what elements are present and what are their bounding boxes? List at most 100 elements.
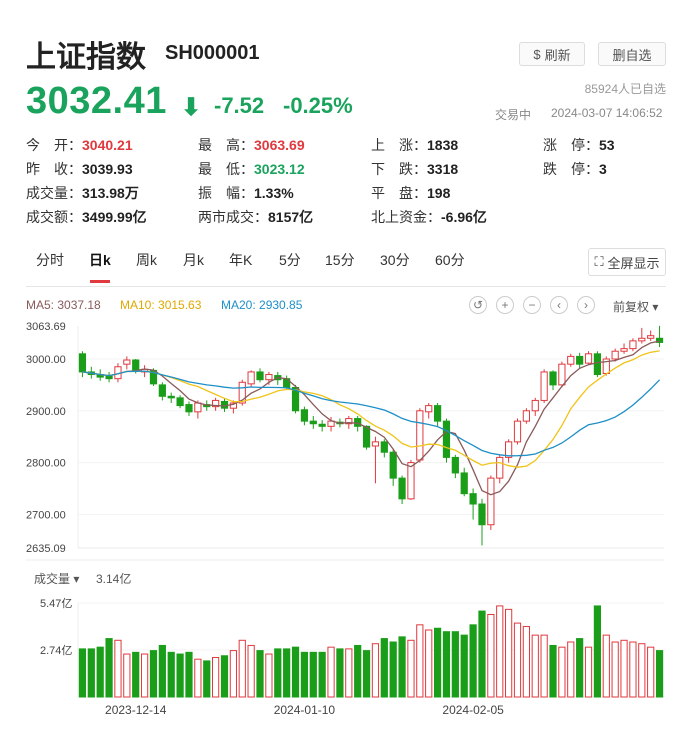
tab-4[interactable]: 年K bbox=[229, 252, 253, 268]
volume-bar bbox=[442, 631, 451, 698]
volume-bar bbox=[593, 605, 602, 698]
candle-body bbox=[655, 337, 664, 343]
tab-3[interactable]: 月k bbox=[183, 252, 204, 268]
candle-body bbox=[513, 420, 522, 443]
reset-icon[interactable]: ↺ bbox=[469, 296, 487, 314]
tab-8[interactable]: 60分 bbox=[435, 252, 465, 268]
ma20-legend: MA20: 2930.85 bbox=[221, 298, 303, 312]
stat-item: 涨 停：53 bbox=[543, 135, 615, 155]
volume-bar bbox=[451, 631, 459, 698]
price-tick-label: 2800.00 bbox=[26, 458, 66, 470]
volume-bar bbox=[114, 639, 122, 698]
candle-body bbox=[291, 386, 300, 412]
candle-body bbox=[425, 405, 433, 413]
chevron-right-icon[interactable]: › bbox=[577, 296, 595, 314]
candle-body bbox=[505, 441, 513, 458]
candle-body bbox=[558, 363, 566, 386]
stat-item: 下 跌：3318 bbox=[371, 159, 458, 179]
volume-bar bbox=[265, 653, 273, 698]
refresh-button[interactable]: $ 刷新 bbox=[519, 42, 585, 66]
stat-item: 成交量：313.98万 bbox=[26, 183, 139, 203]
stat-item: 两市成交：8157亿 bbox=[198, 207, 313, 227]
volume-bar bbox=[96, 646, 104, 698]
delete-watchlist-button[interactable]: 删自选 bbox=[598, 42, 666, 66]
volume-bar bbox=[167, 651, 175, 698]
volume-bar bbox=[185, 651, 193, 698]
stat-label: 今 开： bbox=[26, 137, 82, 153]
volume-bar bbox=[469, 624, 477, 698]
stat-item: 最 低：3023.12 bbox=[198, 159, 305, 179]
candle-body bbox=[407, 462, 415, 500]
volume-bar bbox=[229, 650, 237, 698]
volume-bar bbox=[505, 608, 513, 698]
stat-value: 8157亿 bbox=[268, 209, 314, 225]
stat-item: 昨 收：3039.93 bbox=[26, 159, 133, 179]
stat-item: 北上资金：-6.96亿 bbox=[371, 207, 487, 227]
volume-bar bbox=[638, 643, 646, 698]
candle-body bbox=[522, 410, 530, 422]
candle-body bbox=[629, 340, 637, 350]
stat-label: 成交额： bbox=[26, 209, 82, 225]
tab-7[interactable]: 30分 bbox=[380, 252, 410, 268]
quote-datetime: 2024-03-07 14:06:52 bbox=[551, 106, 663, 120]
tab-2[interactable]: 周k bbox=[136, 252, 157, 268]
stat-label: 下 跌： bbox=[371, 161, 427, 177]
stat-value: 3 bbox=[599, 161, 607, 177]
volume-bar bbox=[291, 646, 300, 698]
stat-item: 上 涨：1838 bbox=[371, 135, 458, 155]
volume-bar bbox=[158, 644, 166, 698]
zoom-in-icon[interactable]: + bbox=[496, 296, 514, 314]
volume-bar bbox=[558, 646, 566, 698]
stat-label: 最 高： bbox=[198, 137, 254, 153]
candle-body bbox=[540, 371, 548, 401]
volume-bar bbox=[78, 648, 87, 698]
chevron-left-icon[interactable]: ‹ bbox=[550, 296, 568, 314]
stat-value: -6.96亿 bbox=[441, 209, 487, 225]
fullscreen-button[interactable]: ⛶ 全屏显示 bbox=[588, 248, 666, 276]
volume-bar bbox=[487, 614, 495, 698]
stat-value: 1838 bbox=[427, 137, 459, 153]
volume-bar bbox=[371, 643, 380, 698]
volume-bar bbox=[149, 650, 158, 698]
adjust-select[interactable]: 前复权 ▾ bbox=[613, 300, 659, 314]
tab-1[interactable]: 日k bbox=[89, 252, 111, 268]
volume-bar bbox=[478, 610, 486, 698]
candle-body bbox=[158, 384, 166, 397]
candle-body bbox=[416, 410, 424, 461]
volume-bar bbox=[309, 651, 317, 698]
candle-body bbox=[638, 337, 646, 342]
stat-value: 198 bbox=[427, 185, 451, 201]
candle-body bbox=[212, 399, 220, 408]
candle-body bbox=[185, 404, 193, 413]
price-change: -7.52 bbox=[214, 93, 265, 118]
candle-body bbox=[442, 420, 451, 458]
candle-body bbox=[531, 399, 539, 412]
volume-bar bbox=[655, 650, 664, 698]
candle-body bbox=[469, 493, 477, 505]
volume-bar bbox=[203, 660, 211, 698]
candle-body bbox=[318, 423, 326, 427]
current-price: 3032.41 bbox=[26, 80, 167, 122]
volume-header[interactable]: 成交量 ▾ bbox=[34, 572, 80, 586]
volume-bar bbox=[549, 644, 557, 698]
volume-bar bbox=[247, 644, 255, 698]
volume-bar bbox=[354, 644, 362, 698]
stat-item: 今 开：3040.21 bbox=[26, 135, 133, 155]
stat-value: 3039.93 bbox=[82, 161, 133, 177]
tab-5[interactable]: 5分 bbox=[279, 252, 301, 268]
candle-body bbox=[496, 456, 504, 479]
volume-bar bbox=[220, 655, 229, 698]
tab-6[interactable]: 15分 bbox=[325, 252, 355, 268]
ma10-legend: MA10: 3015.63 bbox=[120, 298, 202, 312]
volume-bar bbox=[416, 624, 424, 698]
tab-0[interactable]: 分时 bbox=[36, 252, 64, 268]
volume-bar bbox=[256, 650, 264, 698]
stat-label: 跌 停： bbox=[543, 161, 599, 177]
price-tick-label: 2635.09 bbox=[26, 543, 66, 555]
ma5-line bbox=[82, 340, 660, 496]
stat-value: 313.98万 bbox=[82, 185, 139, 201]
zoom-out-icon[interactable]: − bbox=[523, 296, 541, 314]
candle-body bbox=[487, 477, 495, 526]
volume-bar bbox=[531, 634, 539, 698]
